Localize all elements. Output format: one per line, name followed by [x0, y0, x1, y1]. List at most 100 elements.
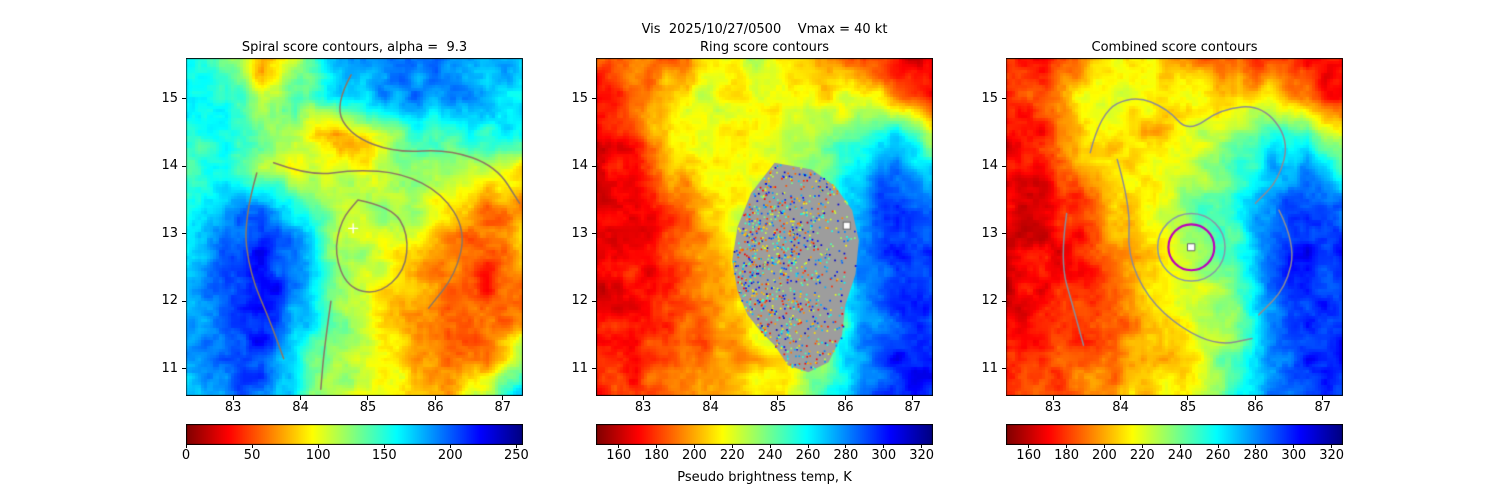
x-tick-label: 84: [1112, 400, 1129, 415]
x-tick-label: 87: [904, 400, 922, 415]
y-tick-label: 11: [981, 360, 998, 376]
x-tick-label: 86: [1247, 400, 1264, 415]
x-tick-mark: [1254, 396, 1256, 400]
colorbar-tick-mark: [251, 445, 253, 448]
colorbar-tick-mark: [1066, 445, 1068, 448]
colorbar-tick-mark: [1255, 445, 1257, 448]
x-tick-mark: [367, 396, 369, 400]
colorbar-tick-label: 250: [503, 448, 529, 463]
colorbar-tick-mark: [1103, 445, 1105, 448]
spiral-colorbar-canvas: [186, 424, 523, 445]
colorbar-tick-mark: [383, 445, 385, 448]
colorbar-tick-mark: [449, 445, 451, 448]
x-tick-mark: [844, 396, 846, 400]
y-tick-label: 15: [571, 90, 588, 106]
x-tick-mark: [710, 396, 712, 400]
colorbar-tick-mark: [1141, 445, 1143, 448]
y-tick-mark: [1002, 98, 1006, 100]
x-tick-label: 84: [292, 400, 309, 415]
colorbar-tick-label: 260: [1205, 448, 1231, 463]
colorbar-tick-label: 50: [243, 448, 261, 463]
colorbar-tick-mark: [769, 445, 771, 448]
y-tick-label: 13: [981, 225, 998, 241]
colorbar-tick-label: 160: [1016, 448, 1042, 463]
x-tick-label: 83: [634, 400, 652, 415]
x-tick-label: 87: [494, 400, 512, 415]
colorbar-tick-label: 320: [909, 448, 935, 463]
colorbar-tick-label: 260: [795, 448, 821, 463]
y-tick-label: 12: [161, 293, 178, 309]
colorbar-tick-mark: [1028, 445, 1030, 448]
colorbar-tick-label: 200: [1092, 448, 1117, 463]
panel-combined-score: Combined score contours 83 84 85 86 87 11 12 13…: [981, 0, 1344, 500]
colorbar-tick-mark: [845, 445, 847, 448]
colorbar-tick-mark: [807, 445, 809, 448]
x-tick-mark: [502, 396, 504, 400]
y-tick-mark: [1002, 368, 1006, 370]
x-tick-mark: [912, 396, 914, 400]
colorbar-tick-label: 300: [871, 448, 897, 463]
y-tick-label: 15: [161, 90, 178, 106]
x-tick-mark: [642, 396, 644, 400]
y-tick-mark: [592, 98, 596, 100]
colorbar-tick-label: 180: [644, 448, 669, 463]
colorbar-tick-mark: [693, 445, 695, 448]
colorbar-tick-label: 240: [757, 448, 783, 463]
colorbar-tick-label: 280: [833, 448, 859, 463]
y-tick-mark: [182, 233, 186, 235]
x-tick-mark: [1120, 396, 1122, 400]
colorbar-tick-mark: [1179, 445, 1181, 448]
y-tick-label: 12: [571, 293, 588, 309]
colorbar-tick-label: 150: [371, 448, 397, 463]
colorbar-tick-label: 100: [305, 448, 331, 463]
y-tick-mark: [592, 233, 596, 235]
x-tick-label: 85: [359, 400, 377, 415]
y-tick-mark: [182, 368, 186, 370]
x-tick-label: 83: [1044, 400, 1062, 415]
colorbar-tick-mark: [185, 445, 187, 448]
panel-title: Ring score contours: [699, 40, 830, 55]
y-tick-mark: [182, 300, 186, 302]
colorbar-tick-mark: [656, 445, 658, 448]
figure-suptitle: Vis 2025/10/27/0500 Vmax = 40 kt: [641, 22, 888, 37]
y-tick-mark: [1002, 300, 1006, 302]
y-tick-mark: [592, 165, 596, 167]
colorbar-tick-label: 220: [719, 448, 745, 463]
x-tick-mark: [1052, 396, 1054, 400]
x-tick-mark: [1322, 396, 1324, 400]
y-tick-label: 13: [161, 225, 178, 241]
panel-ring-score: Ring score contours 83 84 85 86 87 11 12 13 14 15…: [571, 0, 934, 500]
panel-title: Combined score contours: [1091, 40, 1258, 55]
y-tick-label: 13: [571, 225, 588, 241]
y-tick-label: 14: [571, 158, 588, 174]
colorbar-tick-mark: [618, 445, 620, 448]
x-tick-label: 85: [769, 400, 787, 415]
x-tick-label: 85: [1179, 400, 1197, 415]
colorbar-tick-label: 200: [682, 448, 707, 463]
combined-heatmap-canvas: [1006, 58, 1343, 396]
y-tick-label: 14: [981, 158, 998, 174]
x-tick-mark: [1187, 396, 1189, 400]
y-tick-label: 15: [981, 90, 998, 106]
y-tick-label: 11: [571, 360, 588, 376]
x-tick-label: 86: [427, 400, 444, 415]
y-tick-mark: [592, 300, 596, 302]
colorbar-tick-mark: [883, 445, 885, 448]
x-tick-mark: [434, 396, 436, 400]
ring-heatmap-canvas: [596, 58, 933, 396]
colorbar-tick-label: 0: [181, 448, 191, 463]
colorbar-tick-mark: [1331, 445, 1333, 448]
x-tick-label: 83: [224, 400, 242, 415]
colorbar-tick-label: 180: [1054, 448, 1079, 463]
colorbar-tick-label: 160: [606, 448, 632, 463]
y-tick-mark: [1002, 165, 1006, 167]
colorbar-tick-mark: [515, 445, 517, 448]
y-tick-mark: [182, 98, 186, 100]
colorbar-tick-mark: [731, 445, 733, 448]
x-tick-label: 87: [1314, 400, 1332, 415]
panel-spiral-score: Spiral score contours, alpha = 9.3 83 84 8…: [161, 0, 528, 500]
x-tick-mark: [232, 396, 234, 400]
y-tick-label: 11: [161, 360, 178, 376]
colorbar-axis-label: Pseudo brightness temp, K: [677, 470, 852, 485]
